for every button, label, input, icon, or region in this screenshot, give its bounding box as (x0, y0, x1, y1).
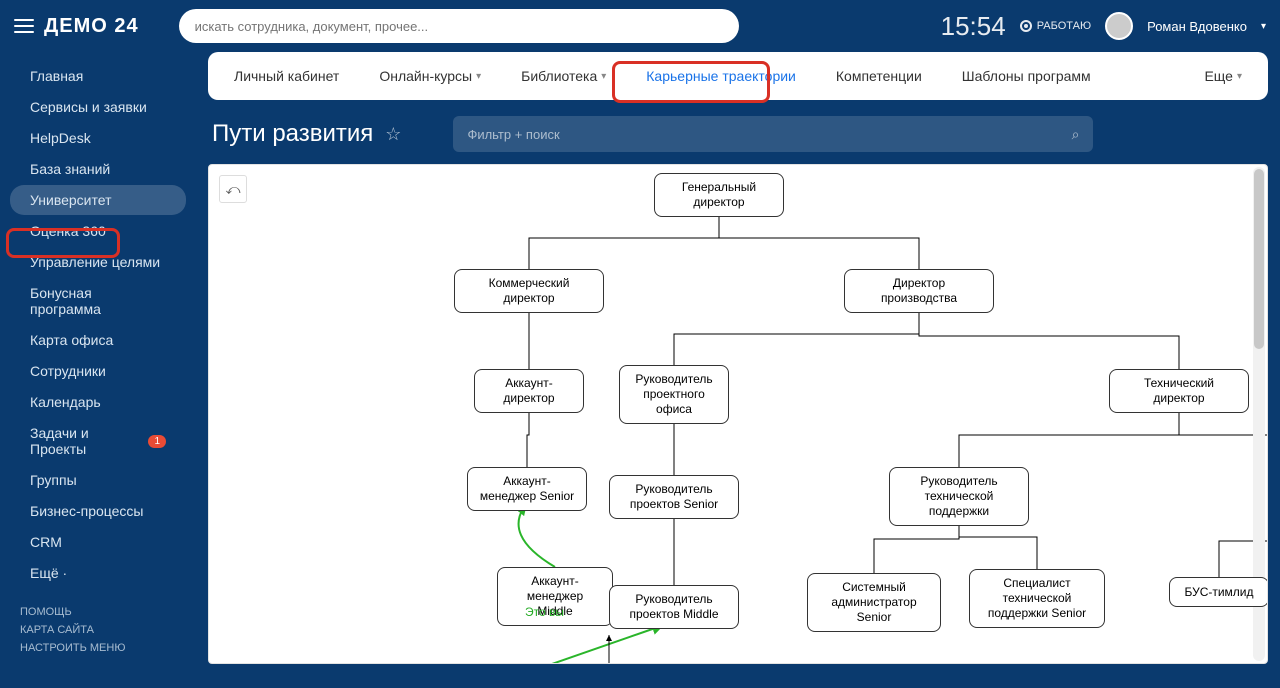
org-node[interactable]: Аккаунт-директор (474, 369, 584, 413)
org-node[interactable]: Специалист технической поддержки Senior (969, 569, 1105, 628)
tab-label: Компетенции (836, 68, 922, 84)
sidebar-item-label: Бизнес-процессы (30, 503, 143, 519)
main: Личный кабинет Онлайн-курсы ▾ Библиотека ▾ Ка… (196, 52, 1280, 688)
chevron-down-icon: ▾ (1237, 71, 1242, 82)
tab-label: Личный кабинет (234, 68, 339, 84)
sidebar-item-label: CRM (30, 534, 62, 550)
logo[interactable]: ДЕМО 24 (44, 15, 139, 38)
clock: 15:54 (941, 11, 1006, 42)
tab-5[interactable]: Шаблоны программ (944, 58, 1109, 94)
sidebar-item-label: Календарь (30, 394, 101, 410)
sidebar-item-label: Управление целями (30, 254, 160, 270)
filter-search[interactable]: ⌕ (453, 116, 1093, 152)
tab-label: Шаблоны программ (962, 68, 1091, 84)
sidebar-item-label: HelpDesk (30, 130, 91, 146)
tab-0[interactable]: Личный кабинет (216, 58, 357, 94)
sidebar-item-12[interactable]: Группы (10, 465, 186, 495)
tabs-bar: Личный кабинет Онлайн-курсы ▾ Библиотека ▾ Ка… (208, 52, 1268, 100)
tab-label: Онлайн-курсы (379, 68, 472, 84)
tab-label: Библиотека (521, 68, 597, 84)
filter-input[interactable] (467, 127, 1071, 142)
sidebar-item-label: Бонусная программа (30, 285, 166, 317)
org-node[interactable]: Руководитель проектов Middle (609, 585, 739, 629)
sidebar-item-7[interactable]: Бонусная программа (10, 278, 186, 324)
tab-4[interactable]: Компетенции (818, 58, 940, 94)
work-status-label: РАБОТАЮ (1037, 20, 1091, 32)
sidebar-item-6[interactable]: Управление целями (10, 247, 186, 277)
you-label: Это вы (525, 605, 564, 619)
sidebar: Главная Сервисы и заявки HelpDesk База знан… (0, 52, 196, 688)
tab-2[interactable]: Библиотека ▾ (503, 58, 624, 94)
global-search-input[interactable] (195, 19, 723, 34)
sidebar-item-5[interactable]: Оценка 360 (10, 216, 186, 246)
sidebar-item-label: Карта офиса (30, 332, 113, 348)
sidebar-item-13[interactable]: Бизнес-процессы (10, 496, 186, 526)
topbar: ДЕМО 24 15:54 РАБОТАЮ Роман Вдовенко ▾ (0, 0, 1280, 52)
avatar[interactable] (1105, 12, 1133, 40)
sidebar-item-14[interactable]: CRM (10, 527, 186, 557)
sidebar-item-15[interactable]: Ещё · (10, 558, 186, 588)
org-node[interactable]: Коммерческий директор (454, 269, 604, 313)
sidebar-item-label: Ещё · (30, 565, 67, 581)
sidebar-item-2[interactable]: HelpDesk (10, 123, 186, 153)
page-title: Пути развития (212, 120, 373, 148)
org-node[interactable]: Директор производства (844, 269, 994, 313)
org-node[interactable]: Аккаунт-менеджер Senior (467, 467, 587, 511)
tab-more-label: Еще (1204, 68, 1233, 84)
org-node[interactable]: БУС-тимлид (1169, 577, 1268, 607)
sidebar-item-label: Главная (30, 68, 83, 84)
tab-more[interactable]: Еще ▾ (1186, 58, 1260, 94)
sidebar-item-0[interactable]: Главная (10, 61, 186, 91)
sidebar-item-label: Задачи и Проекты (30, 425, 142, 457)
sidebar-item-4[interactable]: Университет (10, 185, 186, 215)
topbar-right: 15:54 РАБОТАЮ Роман Вдовенко ▾ (941, 11, 1266, 42)
tab-3[interactable]: Карьерные траектории (628, 58, 814, 94)
menu-icon[interactable] (14, 15, 34, 37)
sidebar-item-label: Сотрудники (30, 363, 106, 379)
tab-label: Карьерные траектории (646, 68, 796, 84)
global-search[interactable] (179, 9, 739, 43)
sidebar-item-11[interactable]: Задачи и Проекты 1 (10, 418, 186, 464)
scrollbar-thumb[interactable] (1254, 169, 1264, 349)
org-node[interactable]: Руководитель технической поддержки (889, 467, 1029, 526)
chevron-down-icon: ▾ (476, 71, 481, 82)
sidebar-footer-link[interactable]: настроить меню (20, 642, 176, 654)
sidebar-item-8[interactable]: Карта офиса (10, 325, 186, 355)
sidebar-item-9[interactable]: Сотрудники (10, 356, 186, 386)
chevron-down-icon[interactable]: ▾ (1261, 21, 1266, 32)
org-chart-canvas[interactable]: ⤺ Генеральный директорКоммерческий дирек… (208, 164, 1268, 664)
sidebar-item-label: Сервисы и заявки (30, 99, 147, 115)
org-node[interactable]: Руководитель проектов Senior (609, 475, 739, 519)
sidebar-item-label: База знаний (30, 161, 110, 177)
username[interactable]: Роман Вдовенко (1147, 19, 1247, 34)
org-node[interactable]: Руководитель проектного офиса (619, 365, 729, 424)
sidebar-footer-link[interactable]: карта сайта (20, 624, 176, 636)
sidebar-item-1[interactable]: Сервисы и заявки (10, 92, 186, 122)
org-chart-edges (209, 165, 1268, 664)
sidebar-item-10[interactable]: Календарь (10, 387, 186, 417)
sidebar-footer-link[interactable]: помощь (20, 606, 176, 618)
record-icon (1020, 20, 1032, 32)
tab-1[interactable]: Онлайн-курсы ▾ (361, 58, 499, 94)
sidebar-item-label: Оценка 360 (30, 223, 106, 239)
chevron-down-icon: ▾ (601, 71, 606, 82)
work-status[interactable]: РАБОТАЮ (1020, 20, 1091, 32)
star-icon[interactable]: ☆ (385, 124, 401, 145)
sidebar-item-label: Группы (30, 472, 77, 488)
sidebar-item-3[interactable]: База знаний (10, 154, 186, 184)
sidebar-item-label: Университет (30, 192, 111, 208)
org-node[interactable]: Технический директор (1109, 369, 1249, 413)
org-node[interactable]: Системный администратор Senior (807, 573, 941, 632)
org-node[interactable]: Генеральный директор (654, 173, 784, 217)
page-header: Пути развития ☆ ⌕ (196, 100, 1280, 164)
badge: 1 (148, 435, 166, 448)
search-icon: ⌕ (1072, 126, 1080, 143)
